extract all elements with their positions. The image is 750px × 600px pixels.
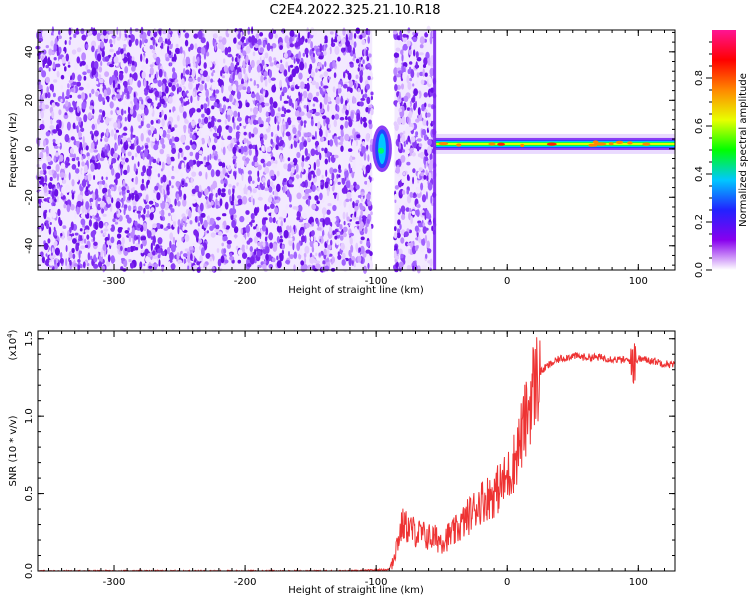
spectrogram-xtick-label: -200 [234, 276, 257, 287]
snr-xtick-label: -200 [234, 577, 257, 588]
colorbar-tick-label: 0.4 [694, 166, 705, 182]
spectrogram-ytick-label: -20 [24, 189, 35, 205]
spectrogram-region-noise [35, 26, 375, 274]
spectrogram-xtick-label: 0 [504, 276, 510, 287]
snr-scale-factor: (x104) [6, 329, 19, 360]
snr-plot-area [38, 337, 676, 573]
snr-xtick-label: -300 [103, 577, 126, 588]
colorbar-tick-label: 0.6 [694, 118, 705, 134]
spectrogram-ytick-label: 20 [24, 94, 35, 107]
spectrogram-frame [37, 29, 676, 271]
snr-xlabel: Height of straight line (km) [288, 585, 424, 596]
colorbar: 0.0 0.2 0.4 0.6 0.8 Normalized spectral ampl… [694, 30, 749, 278]
snr-ylabel: SNR (10 * v/v) [8, 415, 19, 486]
snr-ytick-label: 0.0 [24, 563, 35, 579]
spectrogram-xtick-label: 100 [629, 276, 648, 287]
snr-ytick-label: 0.5 [24, 486, 35, 502]
colorbar-tick-label: 0.0 [694, 262, 705, 278]
snr-xtick-label: 100 [629, 577, 648, 588]
figure-title: C2E4.2022.325.21.10.R18 [269, 3, 440, 18]
snr-ytick-label: 1.0 [24, 408, 35, 424]
colorbar-label: Normalized spectral amplitude [738, 73, 749, 227]
snr-xtick-label: -100 [365, 577, 388, 588]
snr-ticks: -300 -200 -100 0 100 0.0 0.5 1.0 1.5 [24, 331, 675, 588]
colorbar-tick-label: 0.8 [694, 70, 705, 86]
spectrogram-xtick-label: -300 [103, 276, 126, 287]
colorbar-tick-label: 0.2 [694, 214, 705, 230]
spectrogram-region-onset [372, 125, 392, 173]
snr-series-line [38, 337, 676, 573]
snr-panel: -300 -200 -100 0 100 0.0 0.5 1.0 1.5 Height of s… [6, 329, 676, 596]
spectrogram-xtick-label: -100 [365, 276, 388, 287]
spectrogram-ytick-label: 40 [24, 45, 35, 58]
spectrogram-ylabel: Frequency (Hz) [8, 112, 19, 188]
spectrogram-ytick-label: 0 [24, 146, 35, 152]
snr-ytick-label: 1.5 [24, 331, 35, 347]
snr-frame [37, 330, 676, 572]
spectrogram-region-noise [392, 25, 437, 274]
spectrogram-ytick-label: -40 [24, 238, 35, 254]
colorbar-gradient [712, 30, 736, 270]
colorbar-ticks: 0.0 0.2 0.4 0.6 0.8 [694, 41, 712, 278]
snr-xtick-label: 0 [504, 577, 510, 588]
spectrogram-xlabel: Height of straight line (km) [288, 285, 424, 296]
spectrogram-plot-area [35, 25, 675, 274]
spectrogram-region-signal [433, 30, 675, 270]
